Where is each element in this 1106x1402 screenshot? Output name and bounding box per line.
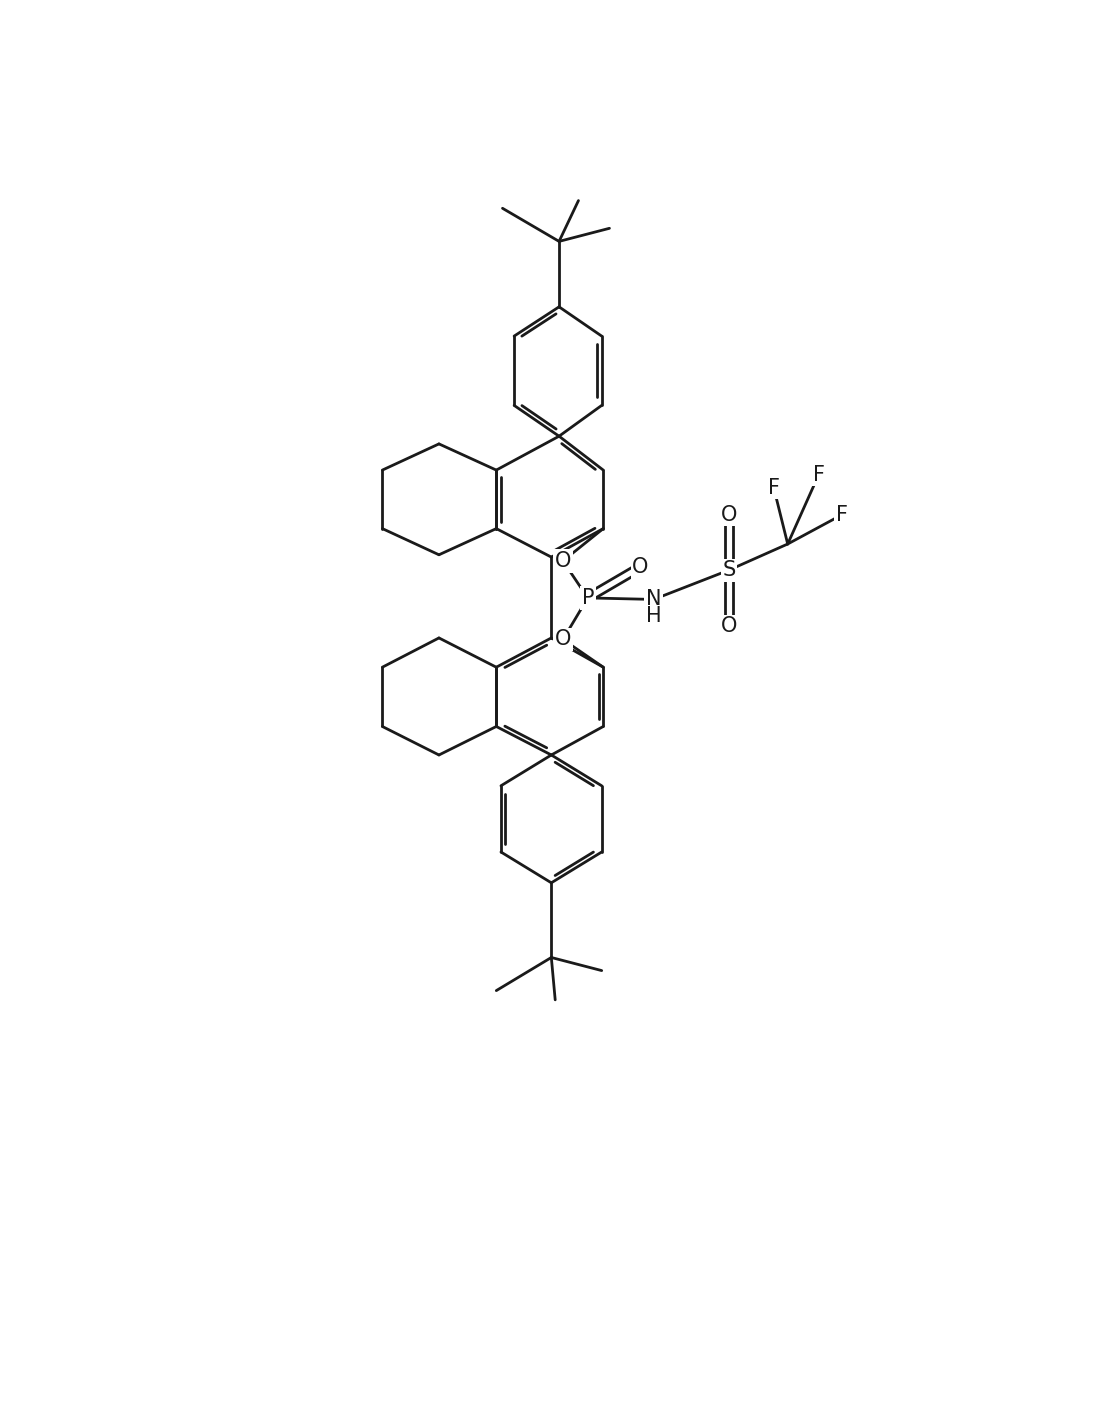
Text: F: F — [813, 464, 825, 485]
Text: S: S — [722, 561, 735, 580]
Text: O: O — [555, 551, 571, 571]
Text: N: N — [646, 589, 661, 610]
Text: F: F — [768, 478, 780, 498]
Text: O: O — [721, 617, 737, 637]
Text: O: O — [721, 505, 737, 524]
Text: P: P — [582, 587, 594, 608]
Text: H: H — [646, 607, 661, 627]
Text: F: F — [836, 505, 848, 524]
Text: O: O — [633, 557, 648, 578]
Text: O: O — [555, 629, 571, 649]
